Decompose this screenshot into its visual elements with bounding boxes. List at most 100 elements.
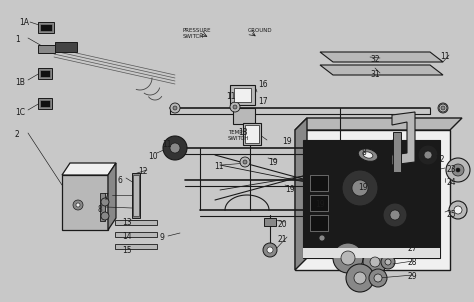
Text: 10: 10 — [148, 152, 158, 161]
Polygon shape — [295, 118, 307, 270]
Bar — [115, 220, 157, 225]
Circle shape — [333, 243, 363, 273]
Circle shape — [354, 272, 366, 284]
Text: 6: 6 — [118, 176, 123, 185]
Text: 21: 21 — [278, 235, 288, 244]
Bar — [38, 68, 52, 79]
Text: 32: 32 — [370, 55, 380, 64]
Text: 2: 2 — [15, 130, 20, 139]
Text: 17: 17 — [258, 97, 268, 106]
Circle shape — [76, 203, 80, 207]
Text: 19: 19 — [315, 200, 325, 209]
Text: 9: 9 — [346, 157, 351, 166]
Polygon shape — [295, 118, 462, 130]
Circle shape — [374, 274, 382, 282]
Circle shape — [383, 203, 407, 227]
Circle shape — [456, 168, 460, 172]
Circle shape — [418, 145, 438, 165]
Circle shape — [352, 180, 368, 196]
Text: 7: 7 — [378, 140, 383, 149]
Ellipse shape — [363, 152, 373, 158]
Polygon shape — [392, 112, 415, 165]
Bar — [234, 88, 251, 102]
Text: 8: 8 — [362, 148, 367, 157]
Bar — [245, 125, 259, 143]
Text: 16: 16 — [258, 80, 268, 89]
Text: 8: 8 — [98, 205, 103, 214]
Circle shape — [240, 157, 250, 167]
Circle shape — [363, 250, 387, 274]
Circle shape — [163, 136, 187, 160]
Text: 11: 11 — [226, 92, 236, 101]
Bar — [132, 173, 140, 218]
Polygon shape — [303, 140, 440, 258]
Polygon shape — [320, 52, 443, 62]
Polygon shape — [62, 163, 116, 175]
Bar — [38, 22, 54, 33]
Circle shape — [341, 251, 355, 265]
Text: PRESSURE
SWITCH: PRESSURE SWITCH — [183, 28, 211, 39]
Text: GROUND: GROUND — [248, 28, 273, 33]
Text: 19: 19 — [285, 185, 295, 194]
Text: TEMP
SWITCH: TEMP SWITCH — [228, 130, 249, 141]
Circle shape — [233, 105, 237, 109]
Bar — [55, 42, 77, 52]
Text: 1B: 1B — [15, 78, 25, 87]
Text: 20: 20 — [278, 220, 288, 229]
Circle shape — [439, 104, 447, 112]
Text: 12: 12 — [138, 167, 147, 176]
Circle shape — [230, 102, 240, 112]
Circle shape — [267, 247, 273, 253]
Text: 11: 11 — [440, 52, 449, 61]
Circle shape — [346, 264, 374, 292]
Bar — [115, 244, 157, 249]
Bar — [115, 232, 157, 237]
Bar — [40, 70, 50, 77]
Text: 15: 15 — [122, 246, 132, 255]
Text: 11: 11 — [162, 140, 172, 149]
Bar — [100, 193, 105, 221]
Text: 7: 7 — [103, 193, 108, 202]
Circle shape — [319, 235, 325, 241]
Text: 14: 14 — [122, 232, 132, 241]
Bar — [38, 98, 52, 109]
Polygon shape — [320, 65, 443, 75]
Circle shape — [170, 143, 180, 153]
Polygon shape — [295, 130, 450, 270]
Bar — [310, 195, 328, 211]
Bar — [230, 85, 255, 105]
Circle shape — [342, 170, 378, 206]
Polygon shape — [108, 163, 116, 230]
Text: 22: 22 — [436, 155, 446, 164]
Text: 25: 25 — [447, 210, 456, 219]
Circle shape — [449, 201, 467, 219]
Text: 1C: 1C — [15, 108, 25, 117]
Bar — [264, 218, 276, 226]
Circle shape — [385, 259, 391, 265]
Text: 11: 11 — [214, 162, 224, 171]
Text: 24: 24 — [447, 178, 456, 187]
Bar — [393, 132, 401, 172]
Text: 1A: 1A — [19, 18, 29, 27]
Bar — [40, 100, 50, 107]
Bar — [310, 215, 328, 231]
Circle shape — [438, 103, 448, 113]
Bar — [233, 108, 255, 124]
Text: 18: 18 — [238, 128, 247, 137]
Circle shape — [170, 103, 180, 113]
Text: 19: 19 — [282, 137, 292, 146]
Text: 27: 27 — [408, 244, 418, 253]
Circle shape — [446, 158, 470, 182]
Text: 13: 13 — [122, 218, 132, 227]
Circle shape — [73, 200, 83, 210]
Text: 23: 23 — [447, 165, 456, 174]
Text: 19: 19 — [268, 158, 278, 167]
Bar — [310, 175, 328, 191]
Circle shape — [101, 198, 109, 206]
Bar — [243, 123, 261, 145]
Circle shape — [101, 212, 109, 220]
Bar — [38, 45, 55, 53]
Circle shape — [263, 243, 277, 257]
Circle shape — [424, 151, 432, 159]
Text: 31: 31 — [370, 70, 380, 79]
